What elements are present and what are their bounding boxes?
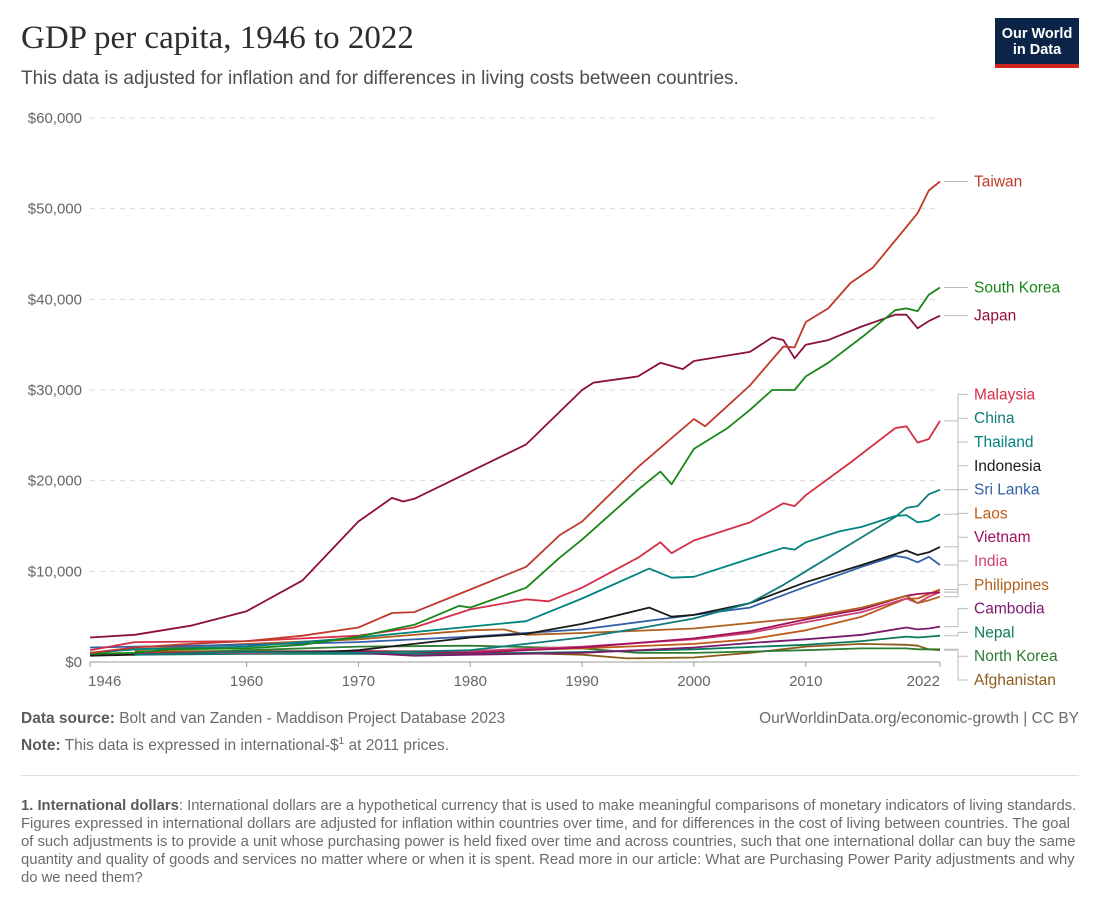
series-label-philippines: Philippines <box>974 577 1049 594</box>
grid-lines <box>90 117 940 572</box>
x-tick-label: 1990 <box>565 673 598 690</box>
y-tick-label: $10,000 <box>28 563 82 580</box>
series-line-nepal <box>134 634 941 656</box>
label-connector <box>944 441 968 515</box>
data-source: Data source: Bolt and van Zanden - Maddi… <box>21 710 505 728</box>
x-tick-label: 1980 <box>454 673 487 690</box>
owid-logo[interactable]: Our World in Data <box>995 18 1079 68</box>
note-footnote-ref[interactable]: 1 <box>338 736 345 747</box>
logo-line-1: Our World <box>1001 26 1073 42</box>
data-source-label: Data source: <box>21 710 115 727</box>
series-line-china <box>134 488 941 656</box>
series-labels: Taiwan South Korea Japan Malaysia China Thail… <box>944 173 1061 689</box>
logo-line-2: in Data <box>1012 42 1062 58</box>
note: Note: This data is expressed in internat… <box>21 736 449 755</box>
chart-title: GDP per capita, 1946 to 2022 <box>21 20 414 56</box>
series-label-north-korea: North Korea <box>974 648 1058 665</box>
y-axis: $0 $10,000 $20,000 $30,000 $40,000 $50,000 $60… <box>28 110 82 671</box>
label-connector <box>944 608 968 628</box>
x-tick-label: 1946 <box>88 673 121 690</box>
footnote-text: : International dollars are a hypothetic… <box>21 798 1077 886</box>
x-tick-label: 1970 <box>342 673 375 690</box>
series-label-south-korea: South Korea <box>974 280 1061 297</box>
note-label: Note: <box>21 737 61 755</box>
x-axis: 1946 1960 1970 1980 1990 2000 2010 2022 <box>88 661 941 690</box>
line-chart[interactable]: $0 $10,000 $20,000 $30,000 $40,000 $50,000 $60… <box>0 100 1100 700</box>
label-connector <box>944 465 968 548</box>
series-line-taiwan <box>89 180 941 654</box>
data-source-text[interactable]: Bolt and van Zanden - Maddison Project D… <box>114 710 506 727</box>
footer-divider <box>21 775 1079 776</box>
label-connector <box>944 489 968 566</box>
y-tick-label: $30,000 <box>28 382 82 399</box>
series-label-laos: Laos <box>974 505 1008 522</box>
series-label-taiwan: Taiwan <box>974 173 1022 190</box>
y-tick-label: $50,000 <box>28 201 82 218</box>
label-connector <box>944 393 968 422</box>
series-label-sri-lanka: Sri Lanka <box>974 482 1040 499</box>
series-label-vietnam: Vietnam <box>974 529 1031 546</box>
series-label-nepal: Nepal <box>974 624 1015 641</box>
y-tick-label: $40,000 <box>28 291 82 308</box>
series-line-south-korea <box>89 286 941 655</box>
series-label-cambodia: Cambodia <box>974 601 1045 618</box>
series-label-india: India <box>974 553 1008 570</box>
chart-subtitle: This data is adjusted for inflation and … <box>21 68 739 89</box>
label-connector <box>944 649 968 681</box>
footnote: 1. International dollars: International … <box>21 797 1081 887</box>
series-label-china: China <box>974 410 1015 427</box>
series-label-japan: Japan <box>974 308 1016 325</box>
series-line-thailand <box>89 513 941 654</box>
note-text: This data is expressed in international-… <box>60 737 339 755</box>
x-tick-label: 2010 <box>789 673 822 690</box>
label-connector <box>944 631 968 637</box>
series-label-malaysia: Malaysia <box>974 386 1036 403</box>
label-connector <box>944 512 968 590</box>
label-connector <box>944 560 968 593</box>
series-line-north-korea <box>134 644 940 656</box>
y-tick-label: $60,000 <box>28 110 82 127</box>
source-link[interactable]: OurWorldinData.org/economic-growth | CC … <box>759 710 1079 727</box>
x-tick-label: 2022 <box>907 673 940 690</box>
series-lines <box>89 180 941 660</box>
series-label-indonesia: Indonesia <box>974 458 1042 475</box>
series-label-thailand: Thailand <box>974 434 1033 451</box>
x-tick-label: 1960 <box>230 673 263 690</box>
label-connector <box>944 417 968 491</box>
logo-accent-bar <box>995 64 1079 68</box>
series-line-malaysia <box>89 420 941 652</box>
y-tick-label: $20,000 <box>28 473 82 490</box>
series-line-japan <box>89 313 941 639</box>
series-label-afghanistan: Afghanistan <box>974 672 1056 689</box>
x-tick-label: 2000 <box>677 673 710 690</box>
footnote-label: 1. International dollars <box>21 798 179 814</box>
y-tick-label: $0 <box>65 654 82 671</box>
note-text-2: at 2011 prices. <box>344 737 450 755</box>
label-connector <box>944 584 968 598</box>
